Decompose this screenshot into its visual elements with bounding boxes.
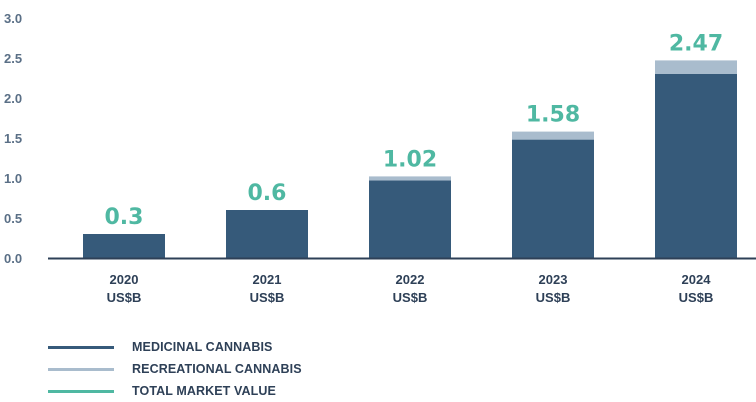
- legend-swatch-recreational: [48, 367, 114, 371]
- y-tick-label: 2.5: [4, 51, 22, 66]
- bar-medicinal: [226, 210, 308, 258]
- total-value-label: 1.02: [383, 147, 437, 172]
- x-tick-unit: US$B: [250, 290, 285, 305]
- x-tick-unit: US$B: [679, 290, 714, 305]
- total-value-label: 2.47: [669, 31, 723, 56]
- total-value-label: 0.3: [105, 205, 144, 230]
- bar-medicinal: [655, 74, 737, 258]
- y-tick-label: 2.0: [4, 91, 22, 106]
- bar-recreational: [655, 60, 737, 74]
- legend-label-total: TOTAL MARKET VALUE: [132, 384, 276, 398]
- x-tick-year: 2024: [682, 272, 712, 287]
- x-tick-year: 2023: [539, 272, 568, 287]
- legend-label-recreational: RECREATIONAL CANNABIS: [132, 362, 302, 376]
- legend-label-medicinal: MEDICINAL CANNABIS: [132, 340, 273, 354]
- legend-item-recreational: RECREATIONAL CANNABIS: [48, 358, 302, 380]
- x-tick-year: 2022: [396, 272, 425, 287]
- x-tick-year: 2020: [110, 272, 139, 287]
- y-tick-label: 3.0: [4, 11, 22, 26]
- data-labels: 0.3 0.6 1.02 1.58 2.47: [105, 31, 724, 230]
- y-tick-label: 1.5: [4, 131, 22, 146]
- bar-medicinal: [83, 234, 165, 258]
- bar-recreational: [369, 176, 451, 181]
- legend-swatch-total: [48, 389, 114, 393]
- x-tick-unit: US$B: [393, 290, 428, 305]
- total-value-label: 1.58: [526, 103, 580, 128]
- legend-item-total: TOTAL MARKET VALUE: [48, 380, 302, 402]
- legend-item-medicinal: MEDICINAL CANNABIS: [48, 336, 302, 358]
- x-tick-unit: US$B: [536, 290, 571, 305]
- x-tick-year: 2021: [253, 272, 282, 287]
- x-axis: 2020 US$B 2021 US$B 2022 US$B 2023 US$B 2024 US$B: [107, 272, 714, 305]
- bar-medicinal: [512, 139, 594, 258]
- x-tick-unit: US$B: [107, 290, 142, 305]
- bars: [83, 60, 737, 258]
- bar-recreational: [512, 131, 594, 140]
- total-value-label: 0.6: [248, 181, 287, 206]
- y-tick-label: 1.0: [4, 171, 22, 186]
- y-tick-label: 0.5: [4, 211, 22, 226]
- legend-swatch-medicinal: [48, 345, 114, 349]
- legend: MEDICINAL CANNABIS RECREATIONAL CANNABIS…: [48, 336, 302, 402]
- y-tick-label: 0.0: [4, 251, 22, 266]
- y-axis: 0.0 0.5 1.0 1.5 2.0 2.5 3.0: [4, 11, 22, 266]
- stacked-bar-chart: 0.0 0.5 1.0 1.5 2.0 2.5 3.0 0.3 0.6 1.02 1.58 2.47…: [4, 11, 756, 305]
- bar-medicinal: [369, 180, 451, 258]
